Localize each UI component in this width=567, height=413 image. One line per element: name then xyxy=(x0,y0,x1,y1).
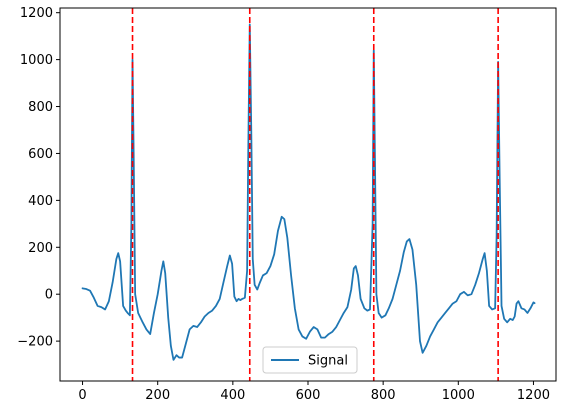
y-tick-label: 800 xyxy=(28,100,53,115)
y-tick-label: 1000 xyxy=(20,53,53,68)
x-tick-label: 400 xyxy=(220,388,245,403)
x-axis: 0 200 400 600 800 1000 1200 xyxy=(78,381,550,403)
y-tick-label: 400 xyxy=(28,194,53,209)
x-tick-label: 1200 xyxy=(517,388,550,403)
y-tick-label: 600 xyxy=(28,147,53,162)
x-tick-label: 600 xyxy=(296,388,321,403)
legend-box xyxy=(262,346,358,374)
legend-label-signal: Signal xyxy=(308,354,348,369)
y-tick-label: 1200 xyxy=(20,6,53,21)
x-tick-label: 200 xyxy=(145,388,170,403)
y-tick-label: −200 xyxy=(17,335,53,350)
series-line-signal xyxy=(81,23,536,361)
x-tick-label: 800 xyxy=(371,388,396,403)
legend: Signal xyxy=(262,346,358,374)
plot-area xyxy=(81,23,536,361)
y-tick-label: 0 xyxy=(45,288,53,303)
y-axis: −200 0 200 400 600 800 1000 1200 xyxy=(17,6,60,350)
y-tick-label: 200 xyxy=(28,241,53,256)
x-tick-label: 0 xyxy=(78,388,86,403)
peak-markers xyxy=(131,8,499,381)
x-tick-label: 1000 xyxy=(442,388,475,403)
